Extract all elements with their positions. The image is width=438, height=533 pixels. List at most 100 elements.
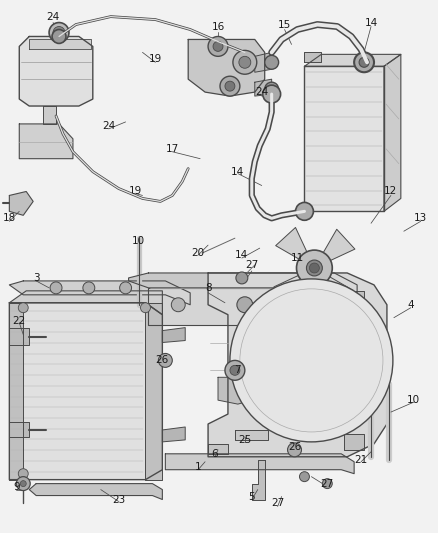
Text: 16: 16 xyxy=(212,21,225,31)
Text: 8: 8 xyxy=(205,283,212,293)
Text: 14: 14 xyxy=(364,18,378,28)
Circle shape xyxy=(237,297,253,313)
Circle shape xyxy=(307,260,322,276)
Circle shape xyxy=(233,51,257,74)
Text: 24: 24 xyxy=(46,12,60,22)
Circle shape xyxy=(20,481,26,487)
Circle shape xyxy=(18,469,28,479)
Polygon shape xyxy=(304,66,384,212)
Polygon shape xyxy=(304,54,401,66)
Circle shape xyxy=(16,477,30,490)
Text: 14: 14 xyxy=(231,167,244,176)
Text: 6: 6 xyxy=(212,449,218,459)
Circle shape xyxy=(300,472,309,482)
Polygon shape xyxy=(129,273,357,301)
Circle shape xyxy=(296,203,314,220)
Circle shape xyxy=(53,27,65,38)
Text: 12: 12 xyxy=(384,187,398,197)
Circle shape xyxy=(263,85,281,103)
Polygon shape xyxy=(319,229,355,264)
Polygon shape xyxy=(29,39,91,50)
Text: 5: 5 xyxy=(248,491,255,502)
Text: 21: 21 xyxy=(354,455,368,465)
Polygon shape xyxy=(43,106,56,124)
Circle shape xyxy=(359,58,369,67)
Text: 4: 4 xyxy=(407,300,414,310)
Polygon shape xyxy=(274,272,309,306)
Text: 1: 1 xyxy=(195,462,201,472)
Polygon shape xyxy=(208,444,228,454)
Polygon shape xyxy=(252,460,265,499)
Text: 9: 9 xyxy=(13,482,20,491)
Circle shape xyxy=(220,76,240,96)
Text: 18: 18 xyxy=(3,213,16,223)
Circle shape xyxy=(230,365,240,375)
Polygon shape xyxy=(9,328,29,344)
Polygon shape xyxy=(304,52,321,62)
Polygon shape xyxy=(255,79,272,96)
Circle shape xyxy=(50,282,62,294)
Text: 17: 17 xyxy=(166,144,179,154)
Polygon shape xyxy=(255,52,272,72)
Circle shape xyxy=(171,298,185,312)
Polygon shape xyxy=(162,328,185,343)
Text: 14: 14 xyxy=(235,250,248,260)
Circle shape xyxy=(225,360,245,380)
Text: 24: 24 xyxy=(255,87,268,97)
Polygon shape xyxy=(208,273,387,457)
Text: 22: 22 xyxy=(13,316,26,326)
Polygon shape xyxy=(384,54,401,212)
Polygon shape xyxy=(9,281,190,305)
Circle shape xyxy=(213,42,223,51)
Text: 11: 11 xyxy=(291,253,304,263)
Polygon shape xyxy=(9,422,29,437)
Circle shape xyxy=(208,36,228,56)
Text: 3: 3 xyxy=(33,273,39,283)
Polygon shape xyxy=(344,291,364,305)
Polygon shape xyxy=(9,303,23,480)
Circle shape xyxy=(354,52,374,72)
Polygon shape xyxy=(235,430,268,440)
Text: 27: 27 xyxy=(321,479,334,489)
Text: 26: 26 xyxy=(288,442,301,452)
Text: 19: 19 xyxy=(129,187,142,197)
Polygon shape xyxy=(9,303,162,480)
Circle shape xyxy=(120,282,131,294)
Circle shape xyxy=(297,298,311,312)
Text: 15: 15 xyxy=(278,20,291,29)
Polygon shape xyxy=(318,273,353,309)
Polygon shape xyxy=(145,303,162,480)
Text: 24: 24 xyxy=(102,121,115,131)
Circle shape xyxy=(225,81,235,91)
Polygon shape xyxy=(9,291,162,314)
Text: 13: 13 xyxy=(414,213,427,223)
Text: 19: 19 xyxy=(149,54,162,64)
Text: 10: 10 xyxy=(407,395,420,405)
Circle shape xyxy=(159,353,172,367)
Polygon shape xyxy=(218,377,252,404)
Circle shape xyxy=(288,443,301,457)
Text: 27: 27 xyxy=(245,260,258,270)
Polygon shape xyxy=(276,228,310,263)
Text: 27: 27 xyxy=(271,498,284,508)
Text: 26: 26 xyxy=(156,356,169,366)
Circle shape xyxy=(265,55,279,69)
Polygon shape xyxy=(19,36,93,106)
Text: 7: 7 xyxy=(235,365,241,375)
Circle shape xyxy=(265,82,279,96)
Circle shape xyxy=(83,282,95,294)
Circle shape xyxy=(49,22,69,43)
Text: 25: 25 xyxy=(238,435,251,445)
Polygon shape xyxy=(19,124,73,159)
Text: 10: 10 xyxy=(132,236,145,246)
Circle shape xyxy=(322,479,332,489)
Circle shape xyxy=(141,303,150,313)
Polygon shape xyxy=(9,191,33,215)
Polygon shape xyxy=(148,288,334,325)
Polygon shape xyxy=(165,454,354,474)
Circle shape xyxy=(297,250,332,286)
Circle shape xyxy=(309,263,319,273)
Text: 23: 23 xyxy=(112,495,125,505)
Circle shape xyxy=(52,29,66,43)
Polygon shape xyxy=(188,39,265,96)
